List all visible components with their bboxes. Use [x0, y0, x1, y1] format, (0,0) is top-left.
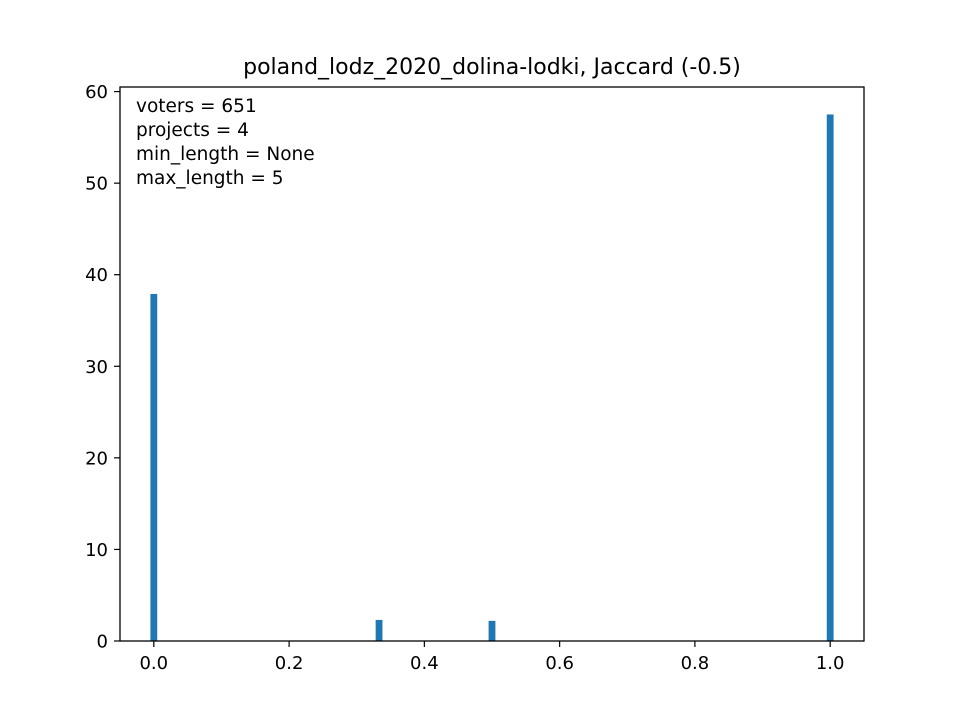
y-tick-label: 50 [85, 174, 108, 195]
x-tick-label: 0.2 [275, 653, 304, 674]
x-axis: 0.0 0.2 0.4 0.6 0.8 1.0 [139, 641, 845, 674]
chart-title: poland_lodz_2020_dolina-lodki, Jaccard (… [243, 55, 741, 80]
bar [488, 620, 496, 641]
y-tick-label: 60 [85, 82, 108, 103]
bars [150, 114, 834, 642]
x-tick-label: 0.0 [139, 653, 168, 674]
bar [375, 619, 383, 641]
bar [826, 114, 834, 642]
stats-annotation-line: projects = 4 [136, 120, 249, 141]
y-tick-label: 0 [97, 632, 108, 653]
plot-frame [119, 86, 865, 642]
y-axis: 0 10 20 30 40 50 60 [85, 82, 120, 653]
y-tick-label: 30 [85, 357, 108, 378]
stats-annotation: voters = 651 projects = 4 min_length = Non… [136, 96, 315, 189]
bar [150, 293, 158, 641]
x-tick-label: 1.0 [816, 653, 845, 674]
stats-annotation-line: voters = 651 [136, 96, 257, 117]
x-tick-label: 0.6 [545, 653, 574, 674]
y-tick-label: 10 [85, 540, 108, 561]
stats-annotation-line: min_length = None [136, 144, 315, 165]
x-tick-label: 0.8 [681, 653, 710, 674]
y-tick-label: 40 [85, 265, 108, 286]
y-tick-label: 20 [85, 448, 108, 469]
stats-annotation-line: max_length = 5 [136, 168, 284, 189]
x-tick-label: 0.4 [410, 653, 439, 674]
